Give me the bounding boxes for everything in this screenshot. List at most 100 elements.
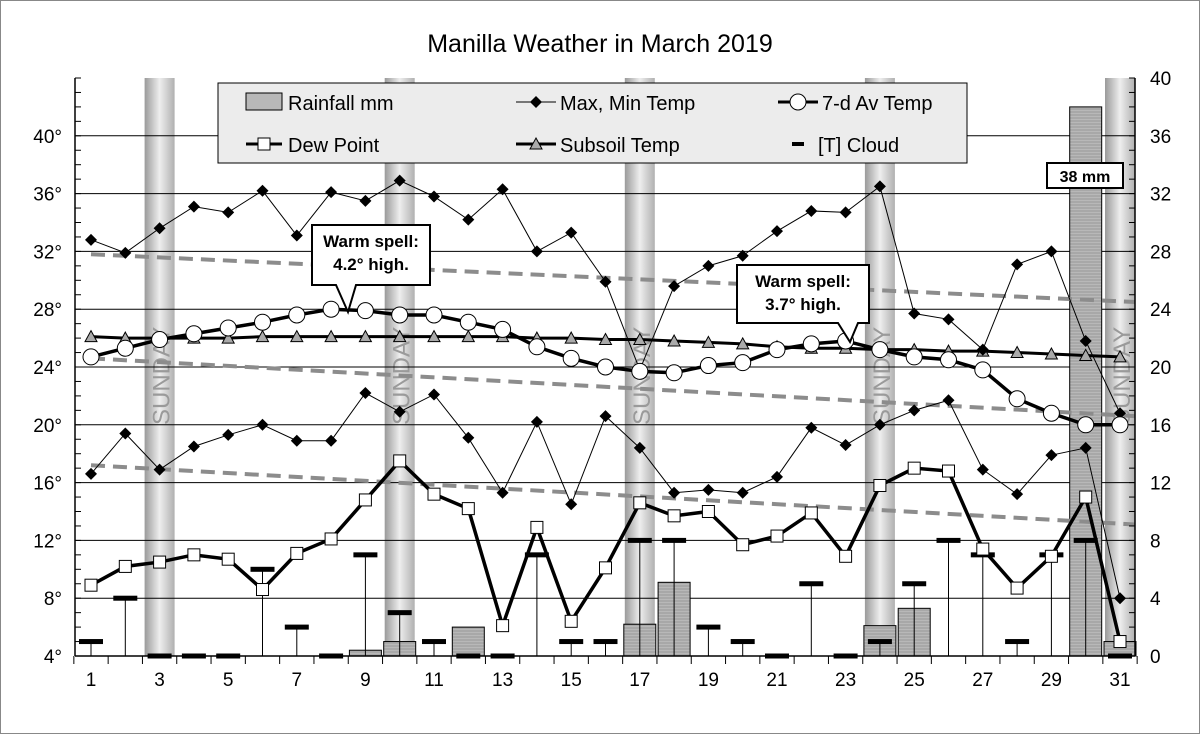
- min-temp-point: [222, 428, 235, 441]
- avg-temp-point: [116, 339, 134, 357]
- avg-temp-point: [768, 341, 786, 359]
- annotation-text: 4.2° high.: [333, 255, 409, 274]
- cloud-marker: [902, 581, 927, 587]
- max-temp-point: [839, 206, 852, 219]
- avg-temp-point: [528, 338, 546, 356]
- subsoil-point: [289, 329, 304, 343]
- x-tick-label: 1: [86, 670, 97, 691]
- min-temp-point: [805, 421, 818, 434]
- avg-temp-point: [185, 325, 203, 343]
- x-tick-label: 19: [698, 670, 719, 691]
- dew-point-point: [530, 520, 544, 534]
- subsoil-point: [427, 329, 441, 343]
- cloud-marker: [662, 537, 687, 543]
- max-temp-point: [565, 226, 578, 239]
- max-temp-point: [428, 190, 440, 203]
- min-temp-point: [256, 418, 269, 431]
- right-tick-label: 28: [1150, 242, 1171, 263]
- avg-temp-point: [631, 362, 649, 380]
- left-tick-label: 4°: [44, 647, 62, 668]
- right-tick-label: 4: [1150, 589, 1161, 610]
- avg-temp-point: [356, 302, 374, 320]
- x-tick-label: 27: [972, 670, 993, 691]
- x-tick-label: 9: [360, 670, 371, 691]
- cloud-marker: [730, 639, 755, 645]
- subsoil-point: [461, 329, 476, 343]
- min-temp-point: [530, 415, 543, 428]
- legend-maxmin: Max, Min Temp: [560, 93, 695, 115]
- max-temp-point: [462, 213, 475, 226]
- cloud-marker: [422, 639, 446, 645]
- right-tick-label: 0: [1150, 647, 1161, 668]
- right-tick-label: 8: [1150, 531, 1161, 552]
- x-tick-label: 11: [424, 670, 444, 691]
- rain-label-box: [1046, 162, 1124, 189]
- max-temp-point: [1045, 245, 1058, 258]
- dew-point-point: [324, 532, 338, 546]
- x-tick-label: 23: [835, 670, 856, 691]
- dew-point-point: [496, 619, 510, 633]
- dew-point-point: [701, 505, 715, 518]
- legend-rain: Rainfall mm: [288, 93, 394, 115]
- min-temp-point: [393, 405, 406, 418]
- right-tick-label: 20: [1150, 358, 1171, 379]
- cloud-marker: [627, 537, 652, 543]
- min-temp-point: [633, 441, 646, 454]
- cloud-marker: [559, 639, 584, 645]
- dew-point-point: [839, 549, 853, 563]
- cloud-marker: [1073, 537, 1098, 543]
- avg-temp-point: [151, 331, 169, 349]
- min-temp-point: [153, 463, 166, 476]
- left-tick-label: 16°: [33, 474, 62, 495]
- dew-point-point: [907, 461, 921, 475]
- min-temp-point: [496, 486, 509, 499]
- x-tick-label: 31: [1109, 670, 1130, 691]
- cloud-marker: [524, 552, 549, 558]
- legend-dew: Dew Point: [288, 135, 380, 157]
- dew-point-point: [393, 454, 407, 468]
- dew-point-point: [1079, 490, 1093, 504]
- max-temp-point: [1114, 407, 1126, 420]
- legend-cloud-icon: [792, 142, 804, 146]
- max-temp-point: [359, 194, 372, 207]
- max-temp-point: [599, 275, 612, 288]
- max-temp-point: [702, 259, 715, 272]
- subsoil-point: [735, 336, 750, 350]
- cloud-marker: [936, 537, 961, 543]
- cloud-marker: [387, 610, 412, 616]
- avg-temp-point: [597, 358, 614, 376]
- max-temp-point: [153, 222, 166, 235]
- max-temp-point: [325, 186, 338, 199]
- avg-temp-point: [1008, 390, 1026, 408]
- x-tick-label: 3: [154, 670, 165, 691]
- dew-point-point: [770, 529, 784, 543]
- max-temp-point: [976, 343, 989, 356]
- max-temp-point: [496, 183, 509, 196]
- legend-avg: 7-d Av Temp: [822, 93, 932, 115]
- dew-point-point: [290, 546, 304, 560]
- legend-subsoil: Subsoil Temp: [560, 135, 680, 157]
- dew-point-point: [976, 542, 990, 556]
- dew-point-point: [1113, 635, 1127, 649]
- avg-temp-point: [322, 300, 340, 318]
- max-temp-point: [942, 313, 955, 326]
- dew-point-point: [942, 464, 955, 478]
- left-tick-label: 20°: [33, 416, 62, 437]
- subsoil-point: [632, 332, 647, 346]
- cloud-marker: [593, 639, 618, 645]
- max-temp-point: [187, 200, 200, 213]
- dew-point-point: [804, 506, 818, 520]
- dew-point-point: [427, 487, 441, 501]
- legend-circle-icon: [789, 93, 807, 111]
- max-temp-point: [1079, 334, 1092, 347]
- avg-temp-point: [459, 313, 477, 331]
- subsoil-point: [358, 329, 373, 343]
- min-temp-point: [839, 439, 852, 452]
- min-temp-point: [771, 470, 783, 483]
- min-temp-point: [325, 434, 338, 447]
- dew-point-point: [256, 583, 269, 597]
- max-temp-point: [85, 233, 97, 246]
- subsoil-point: [667, 333, 681, 347]
- legend-triangle-icon: [529, 136, 543, 150]
- left-tick-label: 36°: [33, 185, 62, 206]
